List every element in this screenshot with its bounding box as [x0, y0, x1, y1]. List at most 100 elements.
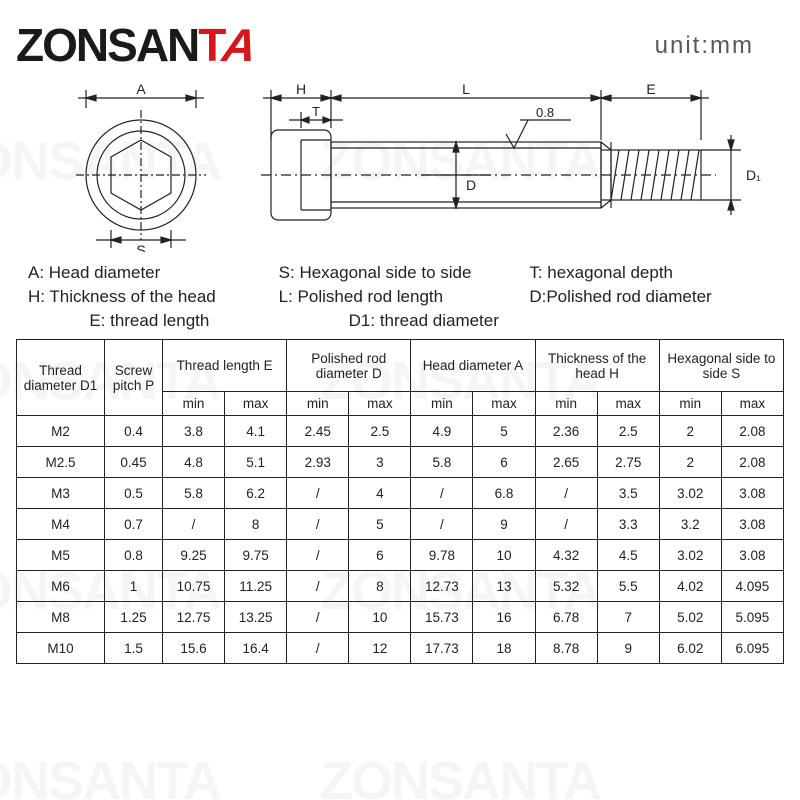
legend: A: Head diameter S: Hexagonal side to si…: [16, 257, 784, 333]
th-min: min: [163, 392, 225, 416]
cell-e_max: 9.75: [225, 540, 287, 571]
th-h: Thickness of the head H: [535, 340, 659, 392]
table-row: M40.7/8/5/9/3.33.23.08: [17, 509, 784, 540]
svg-text:A: A: [136, 81, 146, 97]
cell-s_max: 2.08: [721, 447, 783, 478]
cell-d_min: /: [287, 540, 349, 571]
cell-d_max: 3: [349, 447, 411, 478]
logo-char: O: [42, 22, 76, 68]
cell-h_min: 4.32: [535, 540, 597, 571]
cell-h_min: 5.32: [535, 571, 597, 602]
svg-text:0.8: 0.8: [536, 105, 554, 120]
cell-e_max: 5.1: [225, 447, 287, 478]
cell-d1: M2: [17, 416, 105, 447]
cell-h_max: 7: [597, 602, 659, 633]
cell-h_max: 3.5: [597, 478, 659, 509]
th-e: Thread length E: [163, 340, 287, 392]
cell-d1: M8: [17, 602, 105, 633]
cell-h_max: 2.75: [597, 447, 659, 478]
th-s: Hexagonal side to side S: [659, 340, 783, 392]
cell-s_min: 3.2: [659, 509, 721, 540]
cell-a_max: 10: [473, 540, 535, 571]
cell-a_min: 15.73: [411, 602, 473, 633]
cell-e_max: 8: [225, 509, 287, 540]
cell-a_min: /: [411, 509, 473, 540]
cell-h_max: 2.5: [597, 416, 659, 447]
cell-d_max: 12: [349, 633, 411, 664]
cell-a_min: 4.9: [411, 416, 473, 447]
cell-e_max: 11.25: [225, 571, 287, 602]
cell-e_min: 15.6: [163, 633, 225, 664]
cell-a_min: 12.73: [411, 571, 473, 602]
legend-e: E: thread length: [28, 311, 271, 331]
th-max: max: [349, 392, 411, 416]
legend-h: H: Thickness of the head: [28, 287, 271, 307]
cell-s_max: 3.08: [721, 540, 783, 571]
cell-a_min: 5.8: [411, 447, 473, 478]
logo-char: N: [76, 22, 107, 68]
cell-h_min: 8.78: [535, 633, 597, 664]
cell-s_min: 3.02: [659, 540, 721, 571]
cell-e_min: 4.8: [163, 447, 225, 478]
cell-e_min: 10.75: [163, 571, 225, 602]
legend-l: L: Polished rod length: [279, 287, 522, 307]
cell-s_min: 3.02: [659, 478, 721, 509]
cell-e_max: 6.2: [225, 478, 287, 509]
brand-logo: Z O N S A N T A: [16, 22, 256, 68]
cell-h_max: 9: [597, 633, 659, 664]
cell-d1: M6: [17, 571, 105, 602]
legend-d: D:Polished rod diameter: [529, 287, 772, 307]
cell-e_min: /: [163, 509, 225, 540]
cell-d1: M3: [17, 478, 105, 509]
cell-a_max: 16: [473, 602, 535, 633]
th-p: Screw pitch P: [105, 340, 163, 416]
legend-a: A: Head diameter: [28, 263, 271, 283]
cell-h_min: /: [535, 478, 597, 509]
cell-p: 0.4: [105, 416, 163, 447]
screw-diagram: A S H L E T: [16, 72, 786, 252]
cell-s_max: 2.08: [721, 416, 783, 447]
cell-a_min: 17.73: [411, 633, 473, 664]
cell-s_min: 2: [659, 447, 721, 478]
cell-d1: M5: [17, 540, 105, 571]
cell-d1: M2.5: [17, 447, 105, 478]
svg-text:S: S: [136, 242, 145, 252]
th-min: min: [535, 392, 597, 416]
cell-a_max: 9: [473, 509, 535, 540]
spec-table: Thread diameter D1 Screw pitch P Thread …: [16, 339, 784, 664]
table-row: M2.50.454.85.12.9335.862.652.7522.08: [17, 447, 784, 478]
cell-d_min: /: [287, 602, 349, 633]
legend-d1: D1: thread diameter: [279, 311, 772, 331]
th-a: Head diameter A: [411, 340, 535, 392]
cell-a_min: /: [411, 478, 473, 509]
cell-d_min: 2.45: [287, 416, 349, 447]
cell-a_max: 6: [473, 447, 535, 478]
cell-e_max: 4.1: [225, 416, 287, 447]
cell-h_max: 5.5: [597, 571, 659, 602]
cell-e_min: 5.8: [163, 478, 225, 509]
cell-e_max: 16.4: [225, 633, 287, 664]
cell-s_max: 3.08: [721, 478, 783, 509]
cell-d1: M4: [17, 509, 105, 540]
th-max: max: [597, 392, 659, 416]
cell-s_min: 4.02: [659, 571, 721, 602]
svg-text:D₁: D₁: [746, 167, 761, 183]
cell-p: 0.8: [105, 540, 163, 571]
cell-a_max: 6.8: [473, 478, 535, 509]
cell-d_max: 6: [349, 540, 411, 571]
cell-s_max: 3.08: [721, 509, 783, 540]
cell-e_min: 3.8: [163, 416, 225, 447]
table-row: M30.55.86.2/4/6.8/3.53.023.08: [17, 478, 784, 509]
cell-p: 0.7: [105, 509, 163, 540]
cell-h_min: /: [535, 509, 597, 540]
cell-p: 1.5: [105, 633, 163, 664]
cell-p: 0.45: [105, 447, 163, 478]
svg-text:L: L: [462, 81, 470, 97]
cell-d_max: 4: [349, 478, 411, 509]
cell-d_min: 2.93: [287, 447, 349, 478]
legend-t: T: hexagonal depth: [529, 263, 772, 283]
cell-d_min: /: [287, 478, 349, 509]
cell-h_min: 6.78: [535, 602, 597, 633]
cell-s_min: 5.02: [659, 602, 721, 633]
cell-p: 1.25: [105, 602, 163, 633]
